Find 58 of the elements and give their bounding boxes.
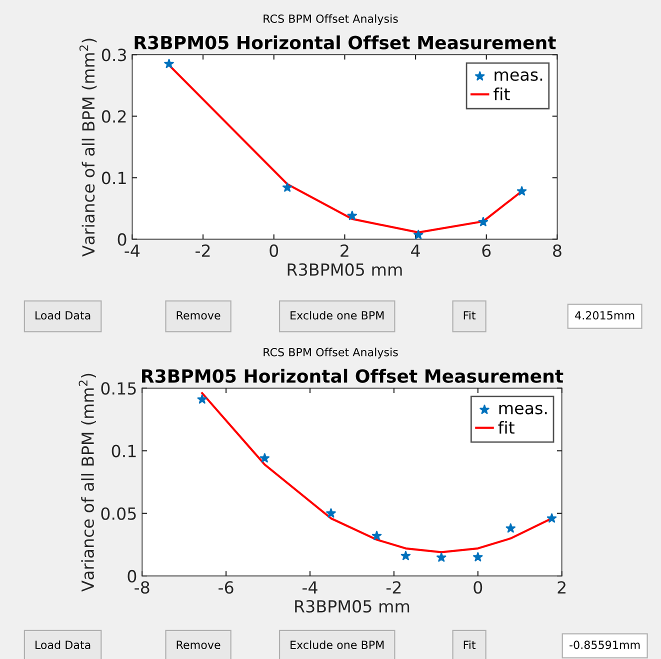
text: Load Data: [36, 310, 90, 320]
legend-label: fit: [498, 420, 514, 434]
text: RCS BPM Offset Analysis: [264, 14, 398, 26]
point: [506, 523, 516, 533]
x-tick-label: 0: [474, 581, 482, 594]
x-tick-label: 8: [553, 244, 562, 257]
y-axis-title: Variance of all BPM (mm$^{2}$): [79, 38, 97, 257]
chart-title: R3BPM05 Horizontal Offset Measurement: [142, 368, 564, 383]
point: [197, 394, 208, 404]
legend-label: fit: [494, 87, 510, 100]
point: [414, 230, 424, 240]
text: Exclude one BPM: [290, 310, 384, 320]
text: 4.2015mm: [575, 311, 634, 320]
point: [372, 530, 382, 540]
x-tick-label: -2: [196, 244, 210, 257]
y-tick-label: 0.3: [102, 48, 126, 62]
text: Remove: [176, 640, 220, 650]
y-tick-label: 0.2: [102, 110, 126, 123]
x-tick-label: 2: [558, 581, 566, 594]
x-tick-label: -4: [302, 581, 318, 594]
x-tick-label: 4: [411, 244, 420, 257]
y-tick-label: 0.15: [101, 382, 136, 395]
text: Remove: [176, 311, 220, 320]
text: Exclude one BPM: [290, 640, 384, 650]
y-tick-label: 0: [128, 570, 136, 583]
y-tick-label: 0: [118, 233, 126, 246]
x-tick-label: -6: [218, 581, 234, 594]
point: [516, 186, 527, 196]
text: Fit: [464, 310, 476, 320]
x-tick-label: 0: [270, 244, 278, 257]
point: [473, 552, 483, 562]
point: [260, 453, 270, 463]
text: -0.85591mm: [570, 640, 640, 650]
x-axis-title: R3BPM05 mm: [288, 263, 402, 276]
y-axis-title: Variance of all BPM (mm$^{2}$): [78, 374, 96, 592]
x-tick-label: 6: [482, 244, 491, 257]
y-tick-label: 0.1: [102, 172, 126, 184]
x-tick-label: -2: [386, 581, 401, 594]
x-axis-title: R3BPM05 mm: [295, 600, 410, 613]
point: [282, 182, 292, 192]
point: [436, 552, 446, 562]
x-tick-label: 2: [340, 244, 348, 257]
x-tick-label: -4: [124, 244, 140, 257]
point: [400, 550, 411, 560]
chart-title: R3BPM05 Horizontal Offset Measurement: [134, 35, 556, 50]
x-tick-label: -8: [134, 581, 150, 594]
point: [478, 216, 488, 226]
point: [326, 508, 336, 518]
text: Load Data: [36, 640, 90, 650]
y-tick-label: 0.1: [112, 444, 136, 458]
point: [347, 210, 358, 220]
text: Fit: [464, 640, 476, 649]
legend-label: meas.: [494, 71, 542, 81]
point: [546, 513, 557, 523]
point: [164, 58, 174, 68]
y-tick-label: 0.05: [101, 507, 136, 520]
legend-label: meas.: [499, 404, 547, 414]
text: RCS BPM Offset Analysis: [264, 348, 398, 358]
